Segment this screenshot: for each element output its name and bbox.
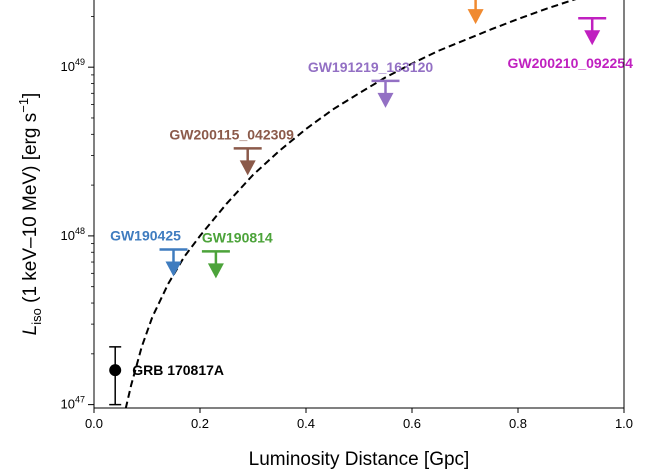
y-axis-title-sub: iso [29,308,44,325]
y-tick-label: 1049 [61,57,85,74]
y-axis-title: Liso (1 keV–10 MeV) [erg s−1] [16,93,44,336]
upper-limit-arrow [165,261,182,277]
x-axis-title: Luminosity Distance [Gpc] [249,449,470,470]
upper-limit-arrow [239,160,256,176]
upper-limit-arrow [377,92,394,108]
upper-limit-label: GW191219_163120 [308,59,434,75]
x-tick-label: 1.0 [615,416,633,431]
upper-limit-arrow [584,30,601,46]
x-tick-label: 0.4 [297,416,315,431]
upper-limit-label: GW200115_042309 [169,126,294,142]
detection-point [109,364,122,377]
model-curve [124,0,577,408]
x-tick-label: 0.2 [191,416,209,431]
upper-limit-arrow [207,263,224,279]
upper-limit-arrow [467,9,484,25]
upper-limit-label: GW200210_092254 [508,55,634,71]
y-axis-title-prefix: L [20,325,41,336]
y-tick-label: 1047 [61,395,85,412]
x-tick-label: 0.6 [403,416,421,431]
y-axis-title-body: (1 keV–10 MeV) [erg s [20,113,41,308]
y-tick-label: 1048 [61,226,85,243]
x-tick-label: 0.0 [85,416,103,431]
plot-frame [93,0,625,409]
detection-label: GRB 170817A [132,362,224,378]
upper-limit-label: GW190814 [202,229,273,245]
y-axis-title-close: ] [20,93,41,98]
upper-limit-label: GW190425 [110,228,181,244]
y-axis-title-sup: −1 [16,98,31,113]
x-tick-label: 0.8 [509,416,527,431]
